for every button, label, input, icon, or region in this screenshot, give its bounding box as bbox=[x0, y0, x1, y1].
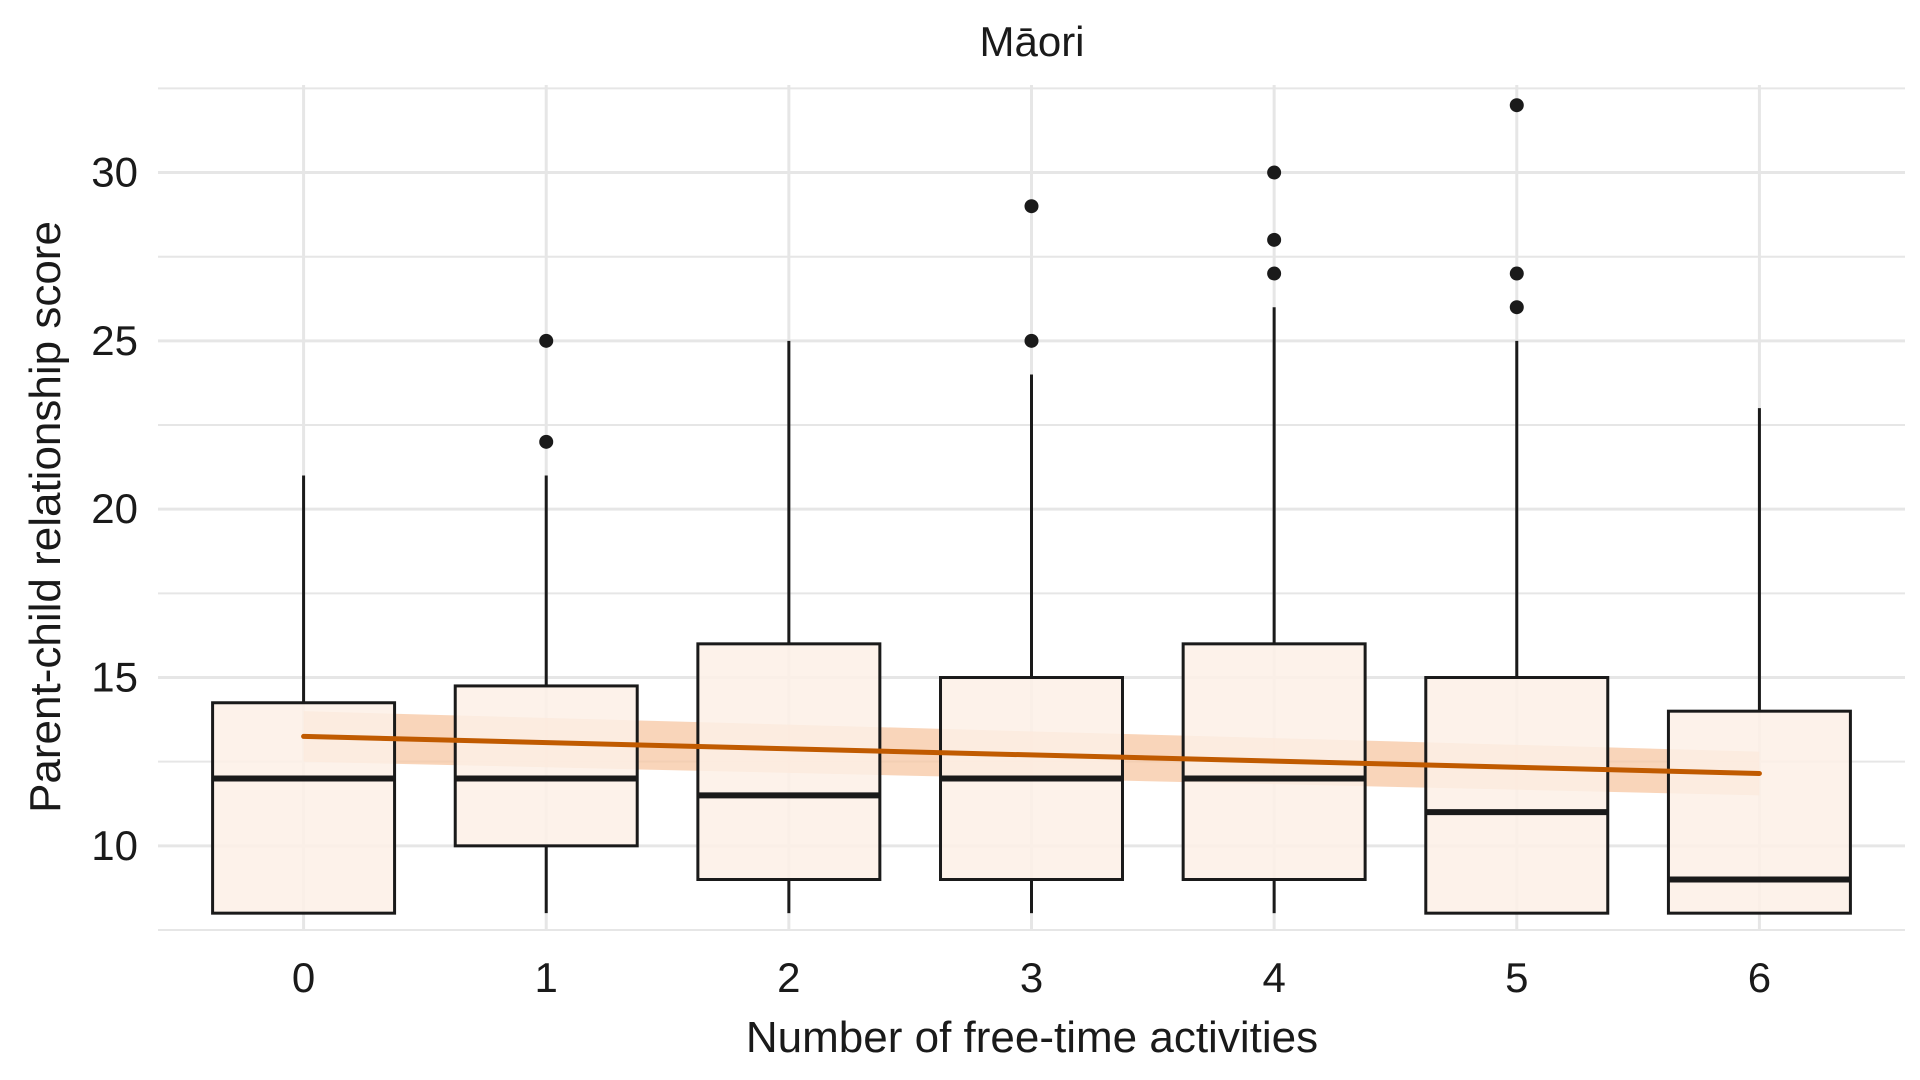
y-tick-label: 15 bbox=[91, 654, 138, 701]
tick-label-layer: 10 15 20 25 30 0 1 2 3 4 5 6 bbox=[91, 149, 1771, 1001]
outlier-point bbox=[1509, 98, 1524, 113]
y-axis-label: Parent-child relationship score bbox=[21, 221, 70, 813]
box-iqr bbox=[696, 642, 882, 882]
outlier-point bbox=[1509, 300, 1524, 315]
chart-title: Māori bbox=[979, 18, 1084, 65]
x-tick-label: 5 bbox=[1505, 954, 1528, 1001]
x-tick-label: 1 bbox=[535, 954, 558, 1001]
box-iqr bbox=[1424, 676, 1610, 915]
x-tick-label: 4 bbox=[1262, 954, 1285, 1001]
outlier-point bbox=[1267, 266, 1282, 281]
x-tick-label: 3 bbox=[1020, 954, 1043, 1001]
trend-layer bbox=[301, 733, 1762, 776]
box-iqr bbox=[453, 684, 639, 848]
y-tick-label: 20 bbox=[91, 485, 138, 532]
outlier-point bbox=[539, 333, 554, 348]
y-tick-label: 30 bbox=[91, 149, 138, 196]
outlier-point bbox=[1024, 333, 1039, 348]
outlier-point bbox=[539, 434, 554, 449]
outlier-point bbox=[1024, 199, 1039, 214]
y-tick-label: 25 bbox=[91, 317, 138, 364]
x-tick-label: 6 bbox=[1748, 954, 1771, 1001]
trend-line bbox=[301, 733, 1762, 776]
box-iqr bbox=[1666, 709, 1852, 915]
y-tick-label: 10 bbox=[91, 822, 138, 869]
x-tick-label: 2 bbox=[777, 954, 800, 1001]
x-tick-label: 0 bbox=[292, 954, 315, 1001]
box-layer bbox=[211, 98, 1852, 915]
outlier-point bbox=[1267, 232, 1282, 247]
outlier-point bbox=[1267, 165, 1282, 180]
x-axis-label: Number of free-time activities bbox=[746, 1013, 1318, 1062]
outlier-point bbox=[1509, 266, 1524, 281]
